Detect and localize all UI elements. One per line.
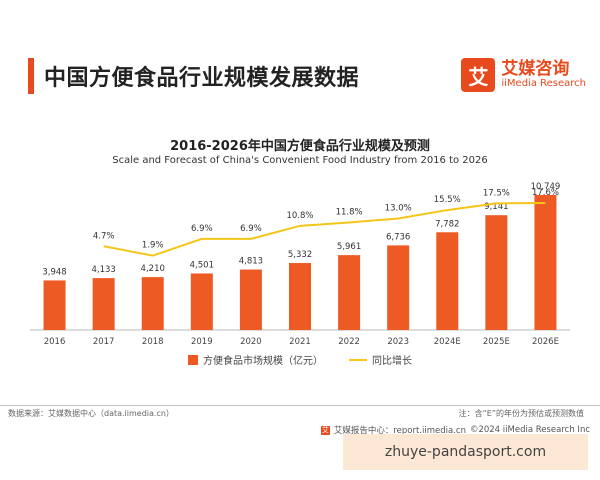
brand-logo: 艾 艾媒咨询 iiMedia Research xyxy=(461,58,586,92)
x-tick-2020: 2020 xyxy=(240,337,262,347)
legend-item-line: 同比增长 xyxy=(349,352,412,367)
bar-2017 xyxy=(92,278,115,330)
x-tick-2024E: 2024E xyxy=(434,337,461,347)
bar-2018 xyxy=(141,277,164,330)
bar-2021 xyxy=(289,263,311,330)
footer-divider xyxy=(0,405,600,406)
growth-label-2017: 4.7% xyxy=(93,231,115,241)
growth-label-2026E: 17.6% xyxy=(532,188,559,198)
x-tick-2025E: 2025E xyxy=(483,337,510,347)
x-tick-2019: 2019 xyxy=(191,337,213,347)
legend-line-swatch xyxy=(349,358,367,361)
legend-line-label: 同比增长 xyxy=(372,356,412,367)
forecast-note: 注：含“E”的年份为预估或预测数值 xyxy=(458,409,584,418)
x-tick-2022: 2022 xyxy=(338,337,360,347)
copyright-text: ©2024 iiMedia Research Inc xyxy=(469,425,590,435)
bar-2020 xyxy=(239,269,262,330)
data-source: 数据来源：艾媒数据中心（data.iimedia.cn） xyxy=(8,409,174,418)
footer-report-line: 艾 艾媒报告中心：report.iimedia.cn ©2024 iiMedia… xyxy=(320,424,590,436)
bar-label-2016: 3,948 xyxy=(42,267,66,277)
legend-bar-label: 方便食品市场规模（亿元） xyxy=(203,356,323,367)
chart-subtitle: Scale and Forecast of China's Convenient… xyxy=(112,155,488,166)
bar-label-2021: 5,332 xyxy=(288,250,312,260)
x-tick-2023: 2023 xyxy=(387,337,409,347)
bar-label-2017: 4,133 xyxy=(91,265,115,275)
x-tick-2018: 2018 xyxy=(142,337,164,347)
bar-label-2018: 4,210 xyxy=(141,264,165,274)
growth-label-2025E: 17.5% xyxy=(483,188,510,198)
growth-label-2018: 1.9% xyxy=(142,241,164,251)
bar-label-2025E: 9,141 xyxy=(484,202,508,212)
bar-2025E xyxy=(485,215,508,330)
legend-bar-swatch xyxy=(188,354,198,365)
bar-label-2022: 5,961 xyxy=(337,242,361,252)
bar-label-2023: 6,736 xyxy=(386,232,410,242)
growth-label-2019: 6.9% xyxy=(191,224,213,234)
report-center-icon: 艾 xyxy=(320,425,330,435)
bar-label-2020: 4,813 xyxy=(239,257,263,267)
bar-2019 xyxy=(190,273,213,330)
chart-title: 2016-2026年中国方便食品行业规模及预测 xyxy=(170,139,430,154)
x-tick-2017: 2017 xyxy=(93,337,115,347)
logo-name-en: iiMedia Research xyxy=(501,78,586,89)
growth-label-2022: 11.8% xyxy=(336,207,363,217)
growth-label-2020: 6.9% xyxy=(240,224,262,234)
bar-label-2026E: 10,749 xyxy=(531,182,561,192)
logo-icon: 艾 xyxy=(461,58,496,92)
x-tick-2021: 2021 xyxy=(289,337,311,347)
bar-2022 xyxy=(338,255,361,330)
page-title: 中国方便食品行业规模发展数据 xyxy=(44,66,360,91)
x-tick-2016: 2016 xyxy=(44,337,66,347)
legend-item-bar: 方便食品市场规模（亿元） xyxy=(188,352,323,367)
growth-label-2024E: 15.5% xyxy=(434,195,461,205)
x-tick-2026E: 2026E xyxy=(532,337,559,347)
watermark-banner: zhuye-pandasport.com xyxy=(343,434,588,470)
logo-name-cn: 艾媒咨询 xyxy=(501,59,570,79)
growth-line xyxy=(103,202,546,257)
bar-2023 xyxy=(387,245,410,330)
chart-legend: 方便食品市场规模（亿元） 同比增长 xyxy=(0,352,600,367)
bar-2016 xyxy=(43,280,66,330)
growth-label-2023: 13.0% xyxy=(385,203,412,213)
bar-2024E xyxy=(436,232,459,330)
report-center-link[interactable]: 艾媒报告中心：report.iimedia.cn xyxy=(333,426,466,436)
bar-2026E xyxy=(534,195,557,330)
growth-label-2021: 10.8% xyxy=(286,211,313,221)
title-accent-bar xyxy=(28,58,34,94)
bar-label-2024E: 7,782 xyxy=(435,219,459,229)
bar-label-2019: 4,501 xyxy=(190,260,214,270)
